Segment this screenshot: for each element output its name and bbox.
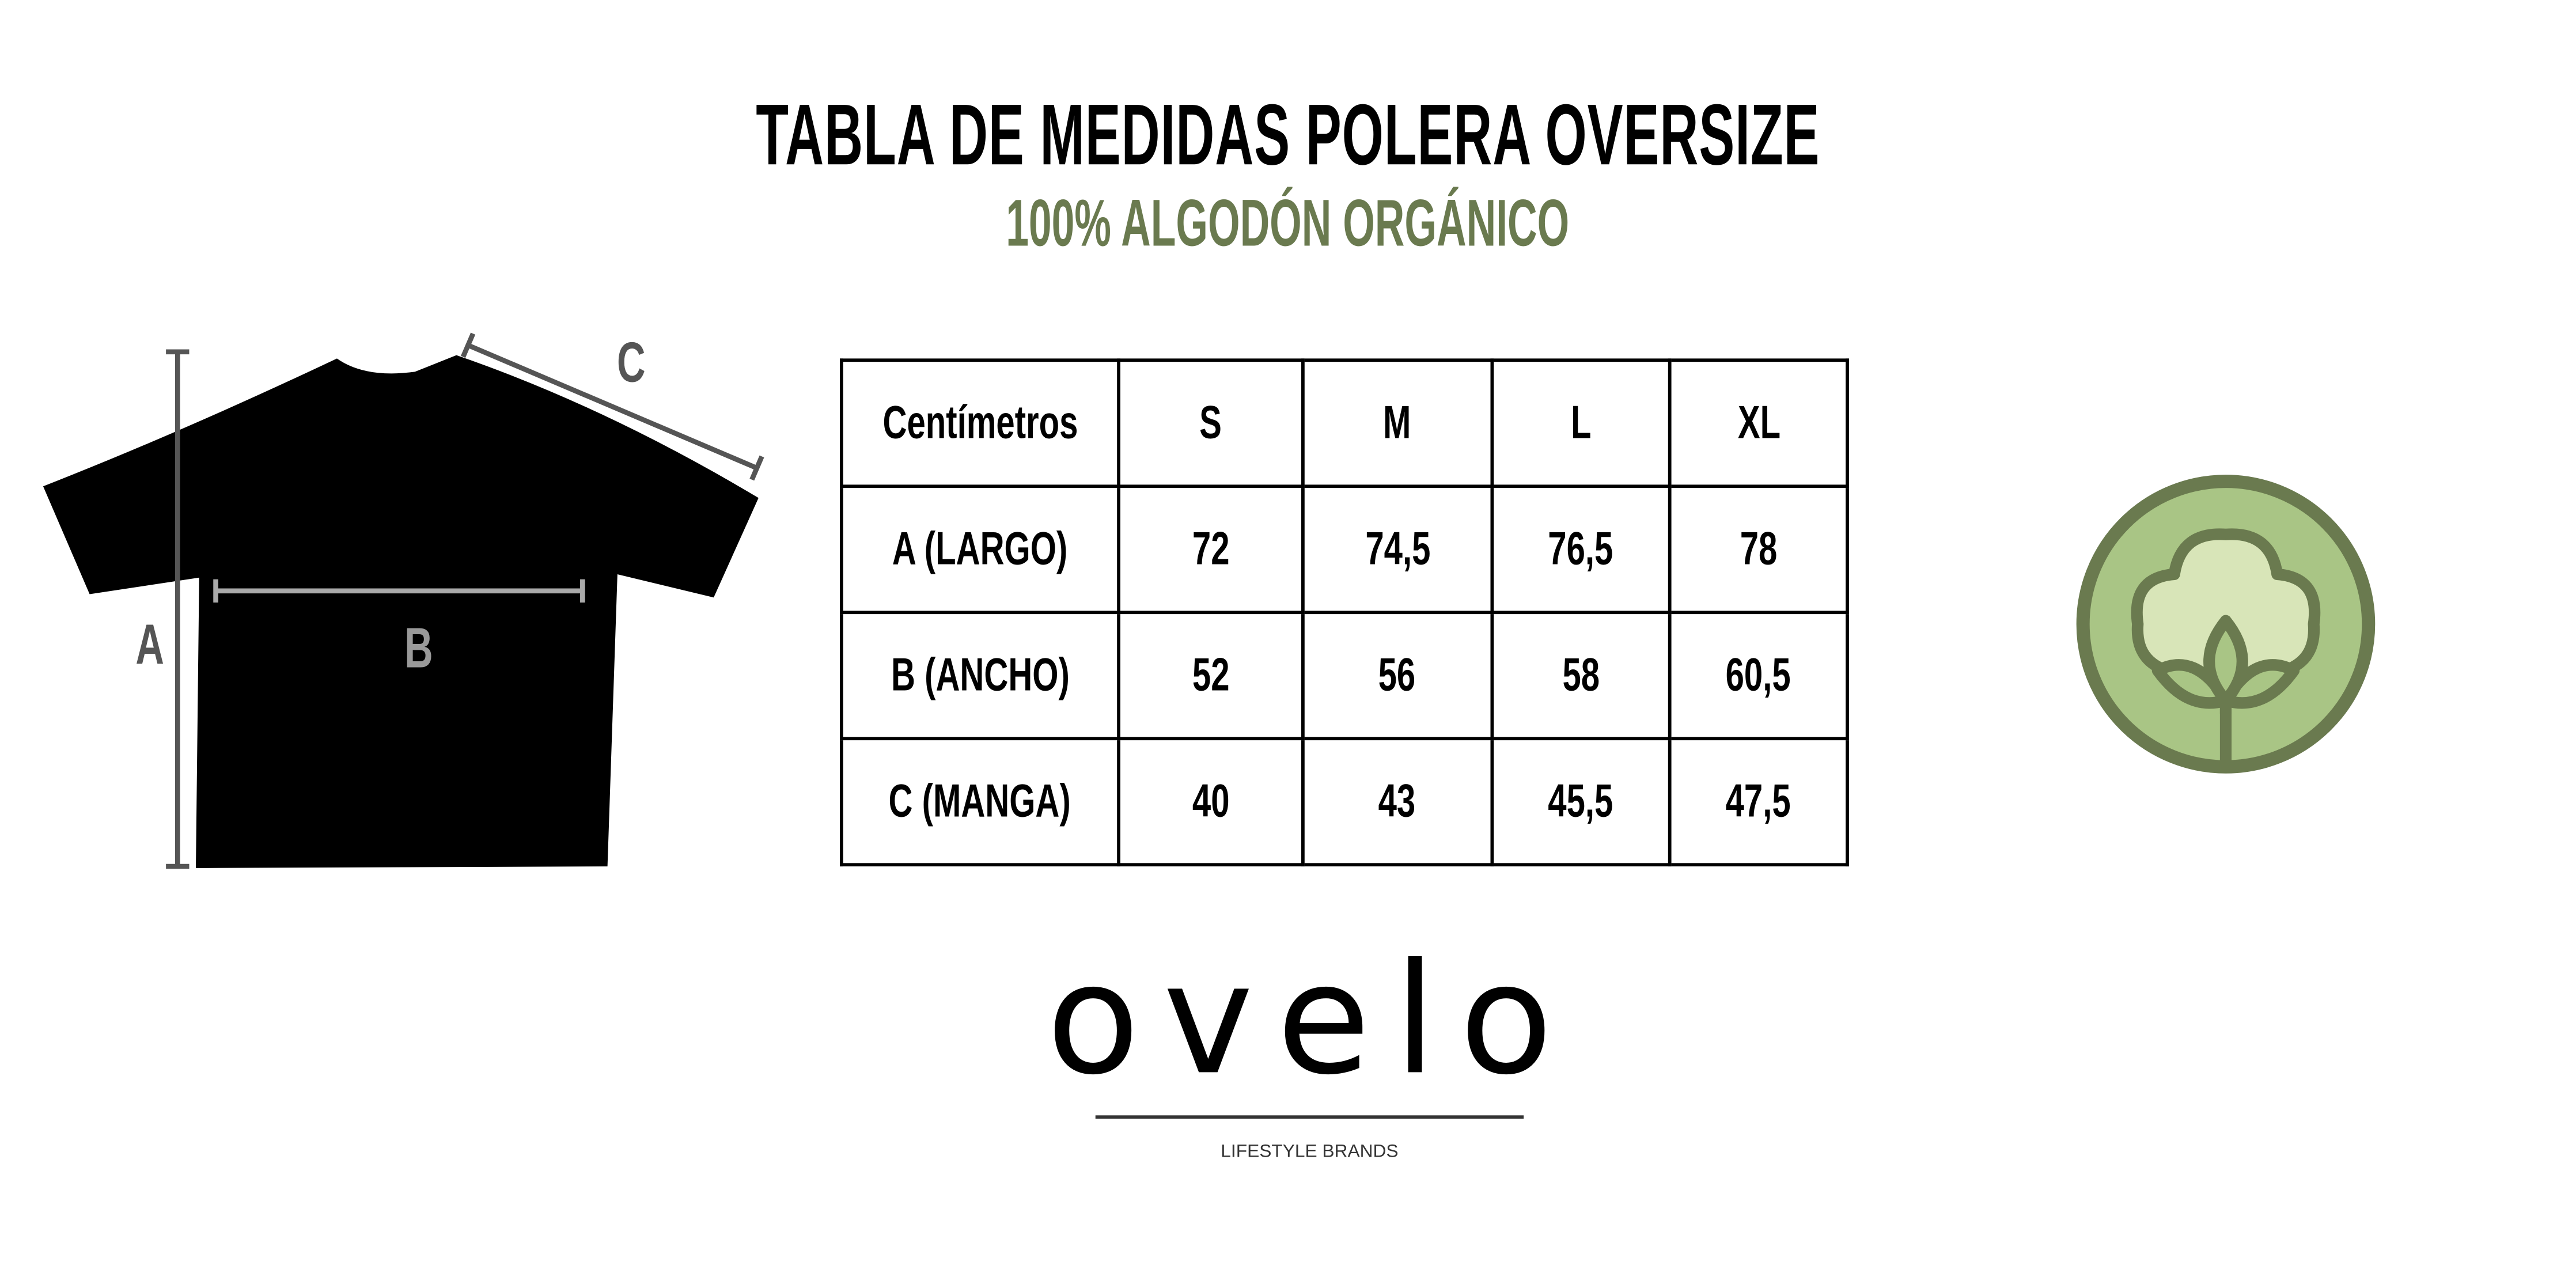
table-cell: 52 [1192,649,1230,700]
row-label: B (ANCHO) [891,649,1070,700]
table-row: B (ANCHO) 52 56 58 60,5 [839,611,1849,741]
cotton-icon [2076,475,2376,774]
label-b: B [404,617,433,681]
brand-tagline: LIFESTYLE BRANDS [1221,1142,1399,1162]
tshirt-diagram [43,332,764,869]
table-header-cell: M [1383,396,1412,448]
table-cell: 45,5 [1548,775,1614,827]
table-header-cell: XL [1737,396,1780,448]
title-text: TABLA DE MEDIDAS POLERA OVERSIZE [756,88,1820,184]
table-cell: 40 [1192,775,1230,827]
table-row: C (MANGA) 40 43 45,5 47,5 [839,737,1849,867]
row-label: C (MANGA) [889,775,1071,827]
subtitle-text: 100% ALGODÓN ORGÁNICO [1006,187,1570,261]
table-header-row: Centímetros S M L XL [839,358,1849,488]
table-header-cell: L [1570,396,1592,448]
brand-logo: ovelo [1046,931,1577,1109]
tshirt-shape [43,355,759,868]
page-title: TABLA DE MEDIDAS POLERA OVERSIZE [0,86,2576,186]
table-header-cell: S [1199,396,1222,448]
row-label: A (LARGO) [892,522,1068,574]
measure-c-line [467,343,758,471]
table-cell: 78 [1740,522,1778,574]
logo-divider [1095,1115,1524,1119]
label-c: C [616,332,646,395]
size-table: Centímetros S M L XL A (LARGO) 72 74,5 7… [839,358,1849,867]
table-header-cell: Centímetros [882,396,1078,448]
table-cell: 60,5 [1726,649,1791,700]
label-a: A [135,614,164,677]
table-cell: 72 [1192,522,1230,574]
table-cell: 74,5 [1365,522,1430,574]
page-subtitle: 100% ALGODÓN ORGÁNICO [0,188,2576,263]
table-cell: 76,5 [1548,522,1614,574]
table-cell: 47,5 [1726,775,1791,827]
table-cell: 58 [1562,649,1600,700]
table-cell: 56 [1378,649,1416,700]
table-row: A (LARGO) 72 74,5 76,5 78 [839,484,1849,615]
table-cell: 43 [1378,775,1416,827]
